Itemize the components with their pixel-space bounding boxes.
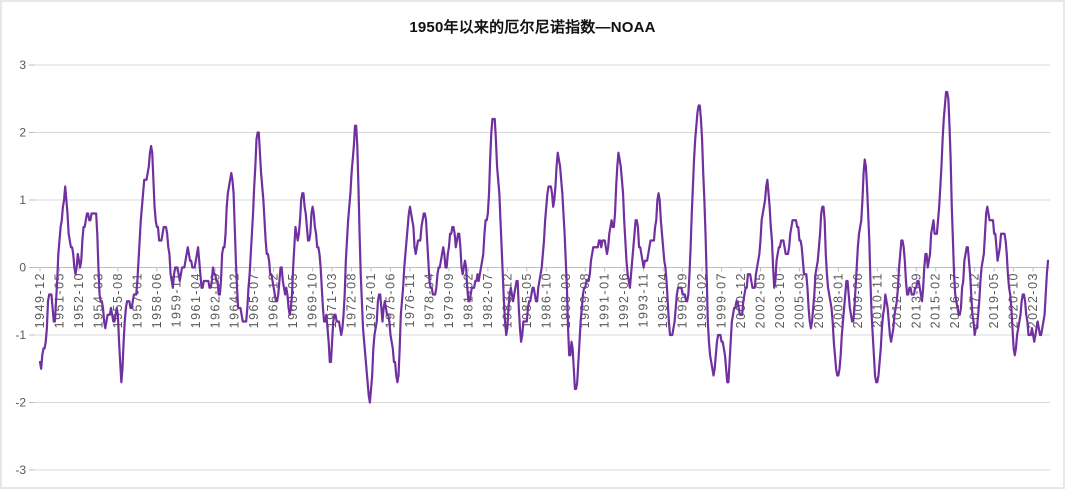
x-axis-label: 1991-01 <box>598 272 612 328</box>
y-axis-label: 0 <box>19 261 26 275</box>
chart-title: 1950年以来的厄尔尼诺指数—NOAA <box>409 19 656 36</box>
x-axis-label: 1985-05 <box>520 272 534 328</box>
x-axis-label: 1972-08 <box>345 272 359 328</box>
x-axis-label: 1961-04 <box>189 272 203 328</box>
x-axis-label: 1965-07 <box>247 272 261 328</box>
x-axis-label: 2003-10 <box>773 272 787 328</box>
x-axis-label: 1976-11 <box>403 272 417 327</box>
x-axis-label: 1949-12 <box>33 272 47 328</box>
x-axis-label: 2002-05 <box>754 272 768 328</box>
x-axis-label: 1999-07 <box>715 272 729 328</box>
x-axis-label: 1964-02 <box>228 272 242 328</box>
y-axis-label: -1 <box>15 328 26 342</box>
x-axis-label: 2019-05 <box>987 272 1001 328</box>
x-axis-label: 1957-01 <box>130 272 144 328</box>
y-axis-label: -2 <box>15 396 26 410</box>
y-axis-label: 2 <box>19 126 26 140</box>
x-axis-label: 1988-03 <box>559 272 573 328</box>
x-axis-label: 2008-01 <box>831 272 845 328</box>
x-axis-label: 1979-09 <box>442 272 456 328</box>
y-axis-label: 3 <box>19 58 26 72</box>
x-axis-label: 2010-11 <box>870 272 884 327</box>
x-axis-label: 1955-08 <box>111 272 125 328</box>
x-axis-label: 2000-12 <box>734 272 748 328</box>
x-axis-label: 1954-03 <box>91 272 105 328</box>
x-axis-label: 1982-07 <box>481 272 495 328</box>
x-axis-label: 2015-02 <box>929 272 943 328</box>
x-axis-label: 2020-10 <box>1007 272 1021 328</box>
x-axis-label: 1969-10 <box>306 272 320 328</box>
x-axis-label: 1958-06 <box>150 272 164 328</box>
x-axis-label: 1992-06 <box>617 272 631 328</box>
x-axis-label: 1975-06 <box>384 272 398 328</box>
x-axis-label: 1974-01 <box>364 272 378 328</box>
x-axis-label: 1986-10 <box>539 272 553 328</box>
x-axis-label: 2022-03 <box>1026 272 1040 328</box>
x-axis-label: 1996-09 <box>676 272 690 328</box>
y-axis-label: -3 <box>15 463 26 477</box>
x-axis-label: 1993-11 <box>637 272 651 327</box>
el-nino-index-line <box>38 90 1050 404</box>
x-axis-label: 2005-03 <box>792 272 806 328</box>
x-axis-label: 1966-12 <box>267 272 281 328</box>
x-axis-label: 1978-04 <box>423 272 437 328</box>
y-axis-label: 1 <box>19 193 26 207</box>
x-axis-label: 1952-10 <box>72 272 86 328</box>
x-axis-label: 1998-02 <box>695 272 709 328</box>
